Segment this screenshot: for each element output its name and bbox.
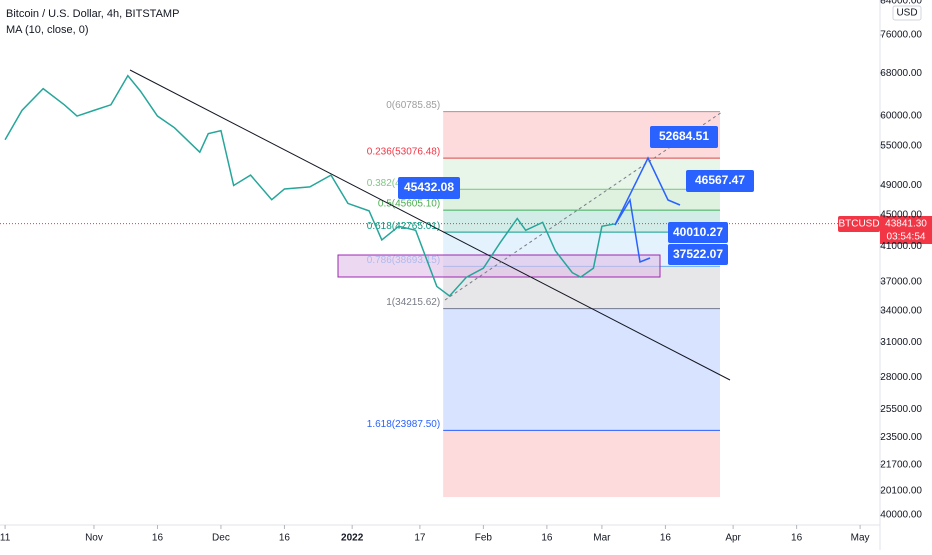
y-tick-label: 55000.00 bbox=[880, 141, 922, 152]
x-tick-label: Feb bbox=[475, 533, 493, 544]
y-tick-label: 31000.00 bbox=[880, 337, 922, 348]
x-tick-label: 16 bbox=[660, 533, 672, 544]
callout: 37522.07 bbox=[668, 244, 728, 265]
x-tick-label: 16 bbox=[791, 533, 803, 544]
ticker: BTCUSD bbox=[838, 219, 879, 230]
currency-box bbox=[892, 5, 922, 21]
x-tick-label: May bbox=[851, 533, 870, 544]
projection-arrow bbox=[614, 197, 651, 264]
fib-zone bbox=[443, 189, 720, 211]
price: 43841.30 bbox=[885, 219, 927, 230]
y-tick-label: 45000.00 bbox=[880, 209, 922, 220]
y-tick-label: 49000.00 bbox=[880, 180, 922, 191]
x-tick-label: 16 bbox=[279, 533, 291, 544]
indicator-label: MA (10, close, 0) bbox=[6, 24, 89, 36]
y-tick-label: 84000.00 bbox=[880, 0, 922, 6]
fib-zone bbox=[443, 158, 720, 190]
callout-text: 46567.47 bbox=[695, 173, 745, 187]
y-tick-label: 20100.00 bbox=[880, 486, 922, 497]
projection-arrow bbox=[614, 156, 681, 226]
y-tick-label: 28000.00 bbox=[880, 372, 922, 383]
fib-zone bbox=[443, 430, 720, 497]
fib-label: 0(60785.85) bbox=[386, 100, 440, 111]
fib-label: 0.618(42765.01) bbox=[367, 221, 440, 232]
fib-zone bbox=[443, 308, 720, 431]
countdown: 03:54:54 bbox=[887, 232, 926, 243]
fib-label: 1(34215.62) bbox=[386, 297, 440, 308]
y-tick-label: 23500.00 bbox=[880, 432, 922, 443]
x-tick-label: 17 bbox=[414, 533, 426, 544]
fib-label: 1.618(23987.50) bbox=[367, 419, 440, 430]
price-line bbox=[4, 74, 615, 297]
fib-label: 0.5(45605.10) bbox=[378, 199, 440, 210]
x-tick-label: 16 bbox=[152, 533, 164, 544]
callout-text: 45432.08 bbox=[404, 180, 454, 194]
x-tick-label: Mar bbox=[593, 533, 611, 544]
x-tick-label: 11 bbox=[0, 533, 11, 544]
callout: 40010.27 bbox=[668, 222, 728, 243]
y-tick-label: 40000.00 bbox=[880, 510, 922, 521]
trend-line bbox=[129, 69, 731, 381]
zone-box bbox=[337, 254, 661, 278]
fib-retracement: 0(60785.85)0.236(53076.48)0.382(48470.30… bbox=[367, 100, 720, 497]
x-tick-label: 2022 bbox=[341, 533, 364, 544]
x-tick-label: Nov bbox=[85, 533, 103, 544]
y-tick-label: 37000.00 bbox=[880, 276, 922, 287]
callout: 52684.51 bbox=[650, 126, 718, 148]
y-tick-label: 68000.00 bbox=[880, 68, 922, 79]
callout: 45432.08 bbox=[398, 177, 460, 199]
plot bbox=[0, 74, 880, 297]
symbol-title: Bitcoin / U.S. Dollar, 4h, BITSTAMP bbox=[6, 8, 179, 20]
fib-label: 0.236(53076.48) bbox=[367, 147, 440, 158]
x-tick-label: 16 bbox=[541, 533, 553, 544]
price-tag: BTCUSD 43841.30 03:54:54 bbox=[838, 216, 932, 244]
y-tick-label: 21700.00 bbox=[880, 459, 922, 470]
currency: USD bbox=[896, 8, 917, 19]
y-tick-label: 41000.00 bbox=[880, 241, 922, 252]
callout-text: 52684.51 bbox=[659, 129, 709, 143]
y-tick-label: 60000.00 bbox=[880, 111, 922, 122]
callout-text: 37522.07 bbox=[673, 247, 723, 261]
x-tick-label: Apr bbox=[725, 533, 741, 544]
callout: 46567.47 bbox=[686, 170, 754, 192]
y-tick-label: 25500.00 bbox=[880, 404, 922, 415]
y-tick-label: 34000.00 bbox=[880, 305, 922, 316]
y-tick-label: 76000.00 bbox=[880, 30, 922, 41]
x-tick-label: Dec bbox=[212, 533, 230, 544]
callout-text: 40010.27 bbox=[673, 225, 723, 239]
